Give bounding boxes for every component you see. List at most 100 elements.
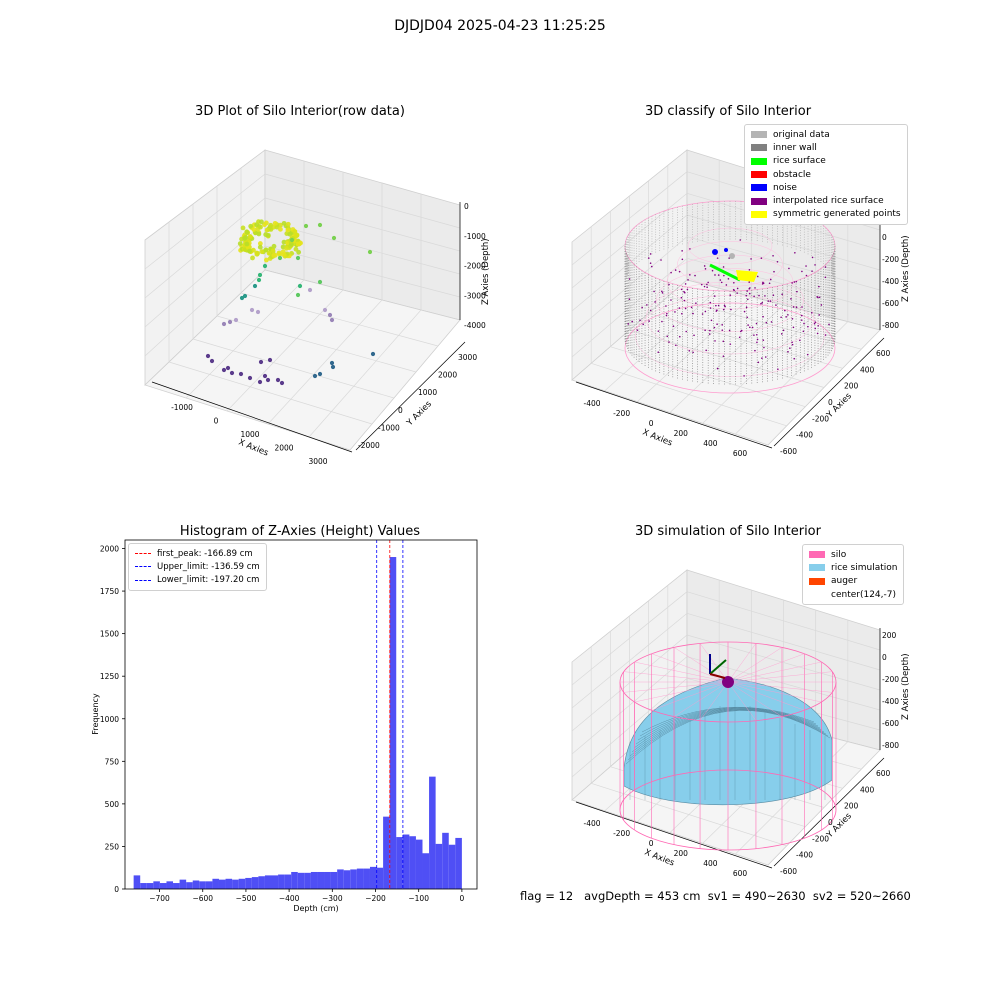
interpolated-point: [757, 361, 760, 364]
interpolated-point: [703, 265, 706, 267]
p2-y-tick-label: 0: [828, 398, 833, 407]
panel2-legend-swatch: [751, 144, 767, 152]
p2-z-tick-label: -200: [882, 255, 899, 264]
y-tick-label: 500: [105, 800, 120, 809]
p4-y-tick-label: 200: [844, 802, 859, 811]
panel1-z-label: Z Axies (Depth): [481, 238, 491, 305]
surface-mesh: [633, 708, 823, 749]
interpolated-point: [811, 256, 814, 259]
p2-x-tick-label: 200: [674, 429, 689, 438]
panel2-legend-item: original data: [751, 128, 901, 141]
grid-line: [168, 361, 373, 425]
interpolated-point: [716, 323, 718, 325]
interpolated-point: [692, 351, 694, 354]
p2-y-tick-label: 400: [860, 365, 875, 374]
histogram-bar: [199, 881, 206, 889]
panel4-legend-item: silo: [809, 548, 897, 561]
interpolated-point: [753, 334, 755, 336]
grid-line: [264, 221, 461, 275]
interpolated-point: [628, 278, 631, 280]
x-tick-label: −500: [236, 894, 257, 903]
scatter-point: [281, 239, 287, 245]
surface-mesh: [629, 709, 827, 757]
interpolated-point: [728, 329, 731, 332]
panel1-y-label: Y Axies: [404, 399, 434, 429]
interpolated-point: [749, 326, 751, 329]
y-tick-label: 250: [105, 842, 120, 851]
interpolated-point: [709, 301, 712, 304]
panel3-legend-swatch: [135, 553, 151, 555]
silo-wire: [727, 681, 783, 717]
scatter-point: [277, 255, 283, 261]
p2-x-tick-label: -200: [613, 409, 630, 418]
scatter-point: [259, 249, 265, 255]
scatter-point: [225, 365, 231, 371]
p4-x-tick-label: 600: [733, 869, 748, 878]
p2-x-tick-label: 400: [703, 439, 718, 448]
interpolated-point: [661, 290, 663, 293]
interpolated-point: [722, 266, 725, 268]
scatter-point: [264, 227, 270, 233]
silo-wire: [699, 681, 729, 721]
silo-wire: [727, 681, 833, 693]
interpolated-point: [693, 334, 695, 337]
p4-y-tick-label: 600: [876, 769, 891, 778]
interpolated-point: [686, 288, 689, 291]
interpolated-point: [706, 283, 708, 286]
x-tick-label: −400: [279, 894, 300, 903]
x-tick-label: −200: [365, 894, 386, 903]
panel3-title: Histogram of Z-Axies (Height) Values: [179, 524, 421, 539]
axis-arrow-x: [709, 673, 726, 679]
scatter-point: [262, 263, 268, 269]
interpolated-point: [807, 325, 809, 328]
interpolated-point: [704, 268, 707, 270]
silo-ring: [677, 241, 783, 287]
panel2-legend-swatch: [751, 184, 767, 192]
histogram-bar: [350, 869, 357, 889]
histogram-bar: [232, 879, 239, 889]
panel2-legend-swatch: [751, 131, 767, 139]
panel4-3d-plot: -400-20002004006006004002000-200-400-600…: [571, 569, 911, 878]
scatter-point: [244, 229, 250, 235]
silo-wire: [623, 681, 729, 693]
interpolated-point: [769, 278, 772, 281]
panel1-y-tick-label: -1000: [378, 423, 400, 432]
histogram-bar: [376, 867, 384, 889]
interpolated-point: [764, 356, 767, 358]
interpolated-point: [661, 292, 664, 294]
interpolated-point: [781, 293, 783, 296]
panel2-legend-item: rice surface: [751, 155, 901, 168]
interpolated-point: [680, 296, 683, 299]
panel4-legend-item: rice simulation: [809, 561, 897, 574]
histogram-bar: [317, 871, 325, 889]
panel2-legend-item: noise: [751, 181, 901, 194]
p4-z-tick-label: -600: [882, 719, 899, 728]
scatter-point: [252, 283, 258, 289]
scatter-point: [295, 255, 301, 261]
interpolated-point: [754, 287, 756, 289]
interpolated-point: [791, 341, 793, 344]
silo-wire: [634, 681, 729, 703]
interpolated-point: [824, 334, 827, 336]
scatter-point: [262, 373, 268, 379]
interpolated-point: [772, 294, 775, 296]
panel1-scatter: [205, 219, 376, 386]
scatter-point: [263, 220, 269, 226]
grid-line: [667, 296, 862, 350]
x-tick-label: −300: [322, 894, 343, 903]
grid-line: [192, 338, 395, 399]
grid-line: [144, 197, 266, 299]
p4-z-tick-label: 200: [882, 631, 897, 640]
interpolated-point: [736, 292, 738, 294]
panel3-legend-item: Upper_limit: -136.59 cm: [135, 560, 260, 573]
histogram-bar: [455, 837, 462, 889]
scatter-point: [278, 222, 283, 228]
interpolated-point: [631, 320, 634, 323]
noise-point: [724, 248, 728, 252]
grid-line: [144, 245, 266, 357]
grid-line: [308, 309, 422, 438]
interpolated-point: [828, 323, 830, 326]
panel4-legend-swatch: [809, 591, 825, 599]
interpolated-point: [813, 322, 816, 325]
histogram-bar: [310, 871, 318, 889]
